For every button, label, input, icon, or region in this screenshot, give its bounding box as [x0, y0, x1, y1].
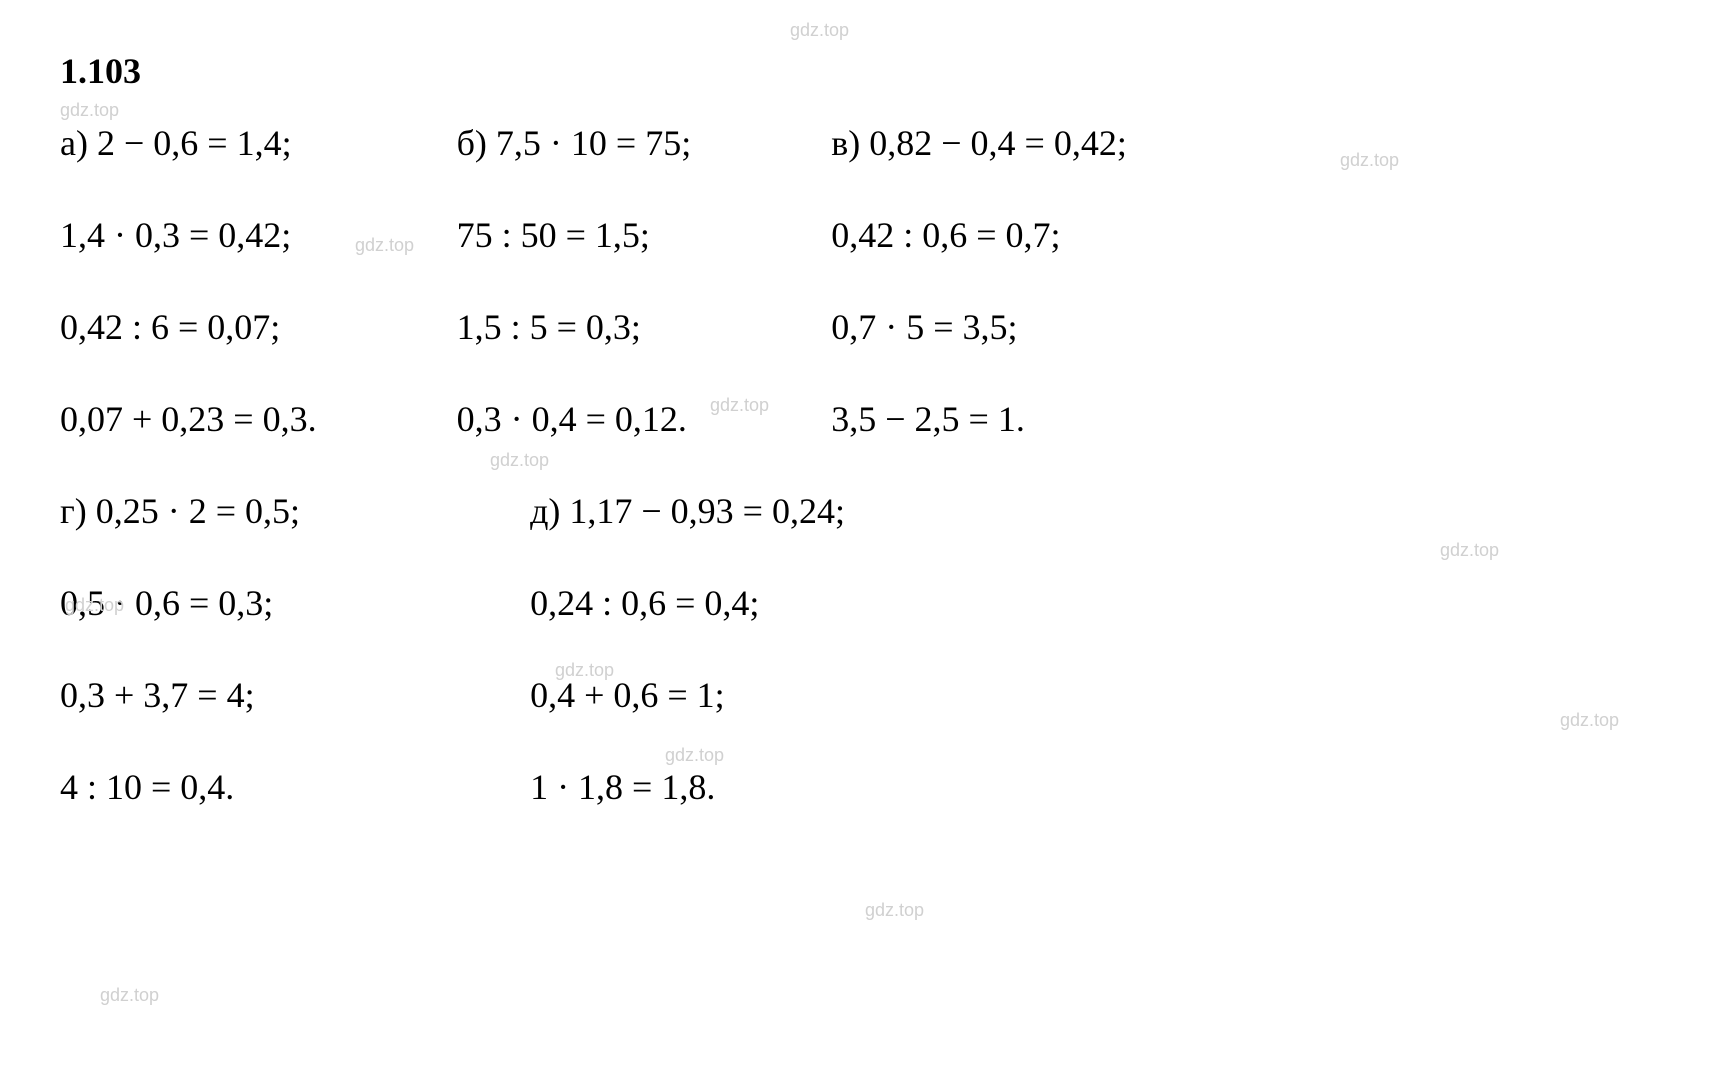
equation-g1: г) 0,25 · 2 = 0,5;	[60, 490, 300, 532]
equation-a3: 0,42 : 6 = 0,07;	[60, 306, 317, 348]
equation-b2: 75 : 50 = 1,5;	[457, 214, 692, 256]
equation-d4: 1 · 1,8 = 1,8.	[530, 766, 845, 808]
column-d: д) 1,17 − 0,93 = 0,24; 0,24 : 0,6 = 0,4;…	[530, 490, 845, 808]
label-g: г)	[60, 491, 87, 531]
equation-b1: б) 7,5 · 10 = 75;	[457, 122, 692, 164]
column-c: в) 0,82 − 0,4 = 0,42; 0,42 : 0,6 = 0,7; …	[831, 122, 1127, 440]
equation-a2: 1,4 · 0,3 = 0,42;	[60, 214, 317, 256]
equation-b4: 0,3 · 0,4 = 0,12.	[457, 398, 692, 440]
eq-text: 1,17 − 0,93 = 0,24;	[569, 491, 845, 531]
column-a: а) 2 − 0,6 = 1,4; 1,4 · 0,3 = 0,42; 0,42…	[60, 122, 317, 440]
column-b: б) 7,5 · 10 = 75; 75 : 50 = 1,5; 1,5 : 5…	[457, 122, 692, 440]
equation-c4: 3,5 − 2,5 = 1.	[831, 398, 1127, 440]
label-c: в)	[831, 123, 860, 163]
watermark-text: gdz.top	[100, 985, 159, 1006]
equation-g3: 0,3 + 3,7 = 4;	[60, 674, 300, 716]
eq-text: 2 − 0,6 = 1,4;	[97, 123, 292, 163]
equation-d2: 0,24 : 0,6 = 0,4;	[530, 582, 845, 624]
equations-group-1: а) 2 − 0,6 = 1,4; 1,4 · 0,3 = 0,42; 0,42…	[60, 122, 1674, 440]
equations-group-2: г) 0,25 · 2 = 0,5; 0,5 · 0,6 = 0,3; 0,3 …	[60, 490, 1674, 808]
equation-d1: д) 1,17 − 0,93 = 0,24;	[530, 490, 845, 532]
eq-text: 0,82 − 0,4 = 0,42;	[869, 123, 1127, 163]
watermark-text: gdz.top	[60, 100, 119, 121]
equation-a1: а) 2 − 0,6 = 1,4;	[60, 122, 317, 164]
equation-c1: в) 0,82 − 0,4 = 0,42;	[831, 122, 1127, 164]
equation-c2: 0,42 : 0,6 = 0,7;	[831, 214, 1127, 256]
column-g: г) 0,25 · 2 = 0,5; 0,5 · 0,6 = 0,3; 0,3 …	[60, 490, 300, 808]
equation-c3: 0,7 · 5 = 3,5;	[831, 306, 1127, 348]
equation-g4: 4 : 10 = 0,4.	[60, 766, 300, 808]
label-d: д)	[530, 491, 560, 531]
watermark-text: gdz.top	[790, 20, 849, 41]
watermark-text: gdz.top	[490, 450, 549, 471]
equation-g2: 0,5 · 0,6 = 0,3;	[60, 582, 300, 624]
eq-text: 7,5 · 10 = 75;	[496, 123, 691, 163]
eq-text: 0,25 · 2 = 0,5;	[96, 491, 300, 531]
problem-number: 1.103	[60, 50, 1674, 92]
watermark-text: gdz.top	[865, 900, 924, 921]
label-a: а)	[60, 123, 88, 163]
equation-a4: 0,07 + 0,23 = 0,3.	[60, 398, 317, 440]
equation-d3: 0,4 + 0,6 = 1;	[530, 674, 845, 716]
label-b: б)	[457, 123, 487, 163]
equation-b3: 1,5 : 5 = 0,3;	[457, 306, 692, 348]
